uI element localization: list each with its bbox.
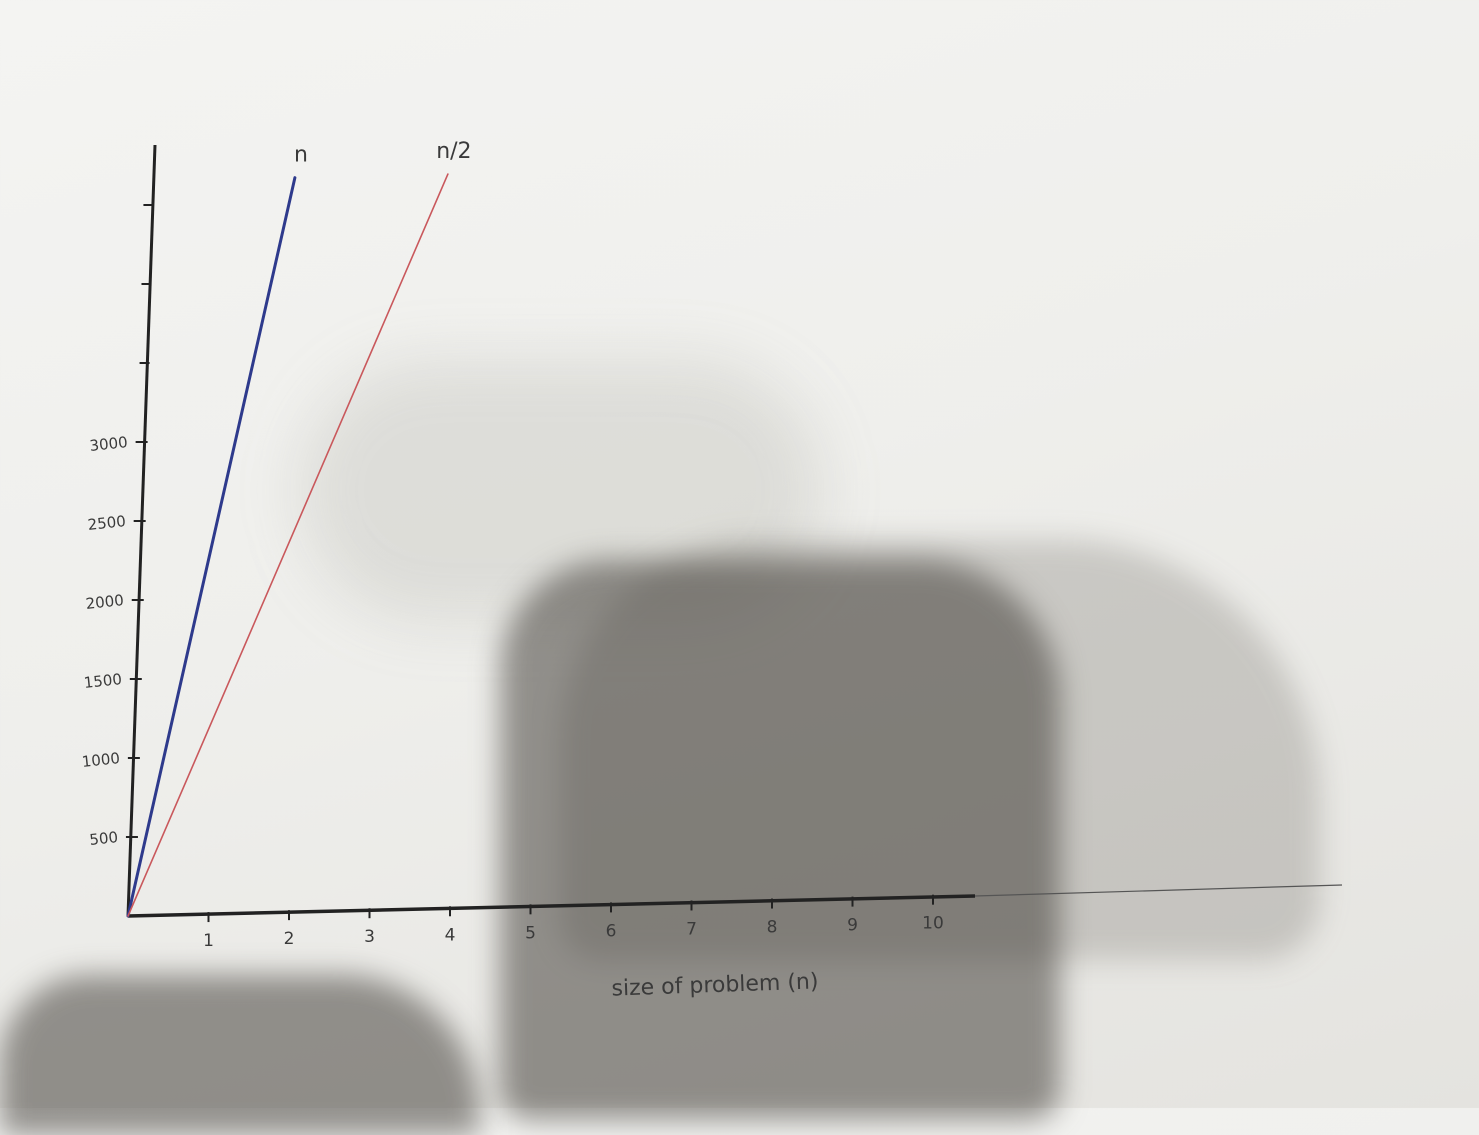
hand-shadow (500, 560, 1060, 1120)
series-lines (126, 173, 449, 918)
y-tick-label: 3000 (89, 433, 129, 455)
x-tick-label: 10 (922, 914, 944, 934)
series-labels: n n/2 (294, 139, 472, 168)
series-line (127, 173, 449, 917)
series-line (126, 176, 297, 918)
y-tick-label: 2000 (85, 591, 125, 613)
x-tick-label: 2 (284, 929, 295, 949)
line-chart: 500 1000 1500 2000 2500 3000 1 2 3 4 5 6 7 8 9 10 n n/2… (81, 139, 1343, 1002)
x-tick-label: 4 (445, 925, 456, 945)
series-label: n/2 (436, 139, 471, 164)
y-axis (126, 144, 157, 917)
y-minor-ticks (139, 204, 154, 364)
x-tick-label: 8 (767, 918, 778, 938)
x-axis-label: size of problem (n) (611, 969, 819, 1001)
y-tick-label: 2500 (87, 512, 127, 534)
y-tick-label: 500 (89, 828, 119, 849)
x-tick-label: 6 (606, 921, 617, 941)
series-label: n (294, 143, 308, 168)
x-axis-extension (974, 884, 1343, 897)
y-ticks: 500 1000 1500 2000 2500 3000 (81, 433, 148, 849)
y-tick-label: 1500 (83, 670, 123, 692)
x-tick-label: 7 (686, 919, 697, 939)
x-axis (127, 894, 976, 918)
x-ticks: 1 2 3 4 5 6 7 8 9 10 (203, 894, 944, 951)
y-tick-label: 1000 (81, 749, 121, 771)
x-tick-label: 3 (364, 927, 375, 947)
x-tick-label: 1 (203, 931, 214, 951)
chart-axes (126, 144, 1343, 918)
x-tick-label: 5 (525, 923, 536, 943)
x-tick-label: 9 (847, 916, 858, 936)
